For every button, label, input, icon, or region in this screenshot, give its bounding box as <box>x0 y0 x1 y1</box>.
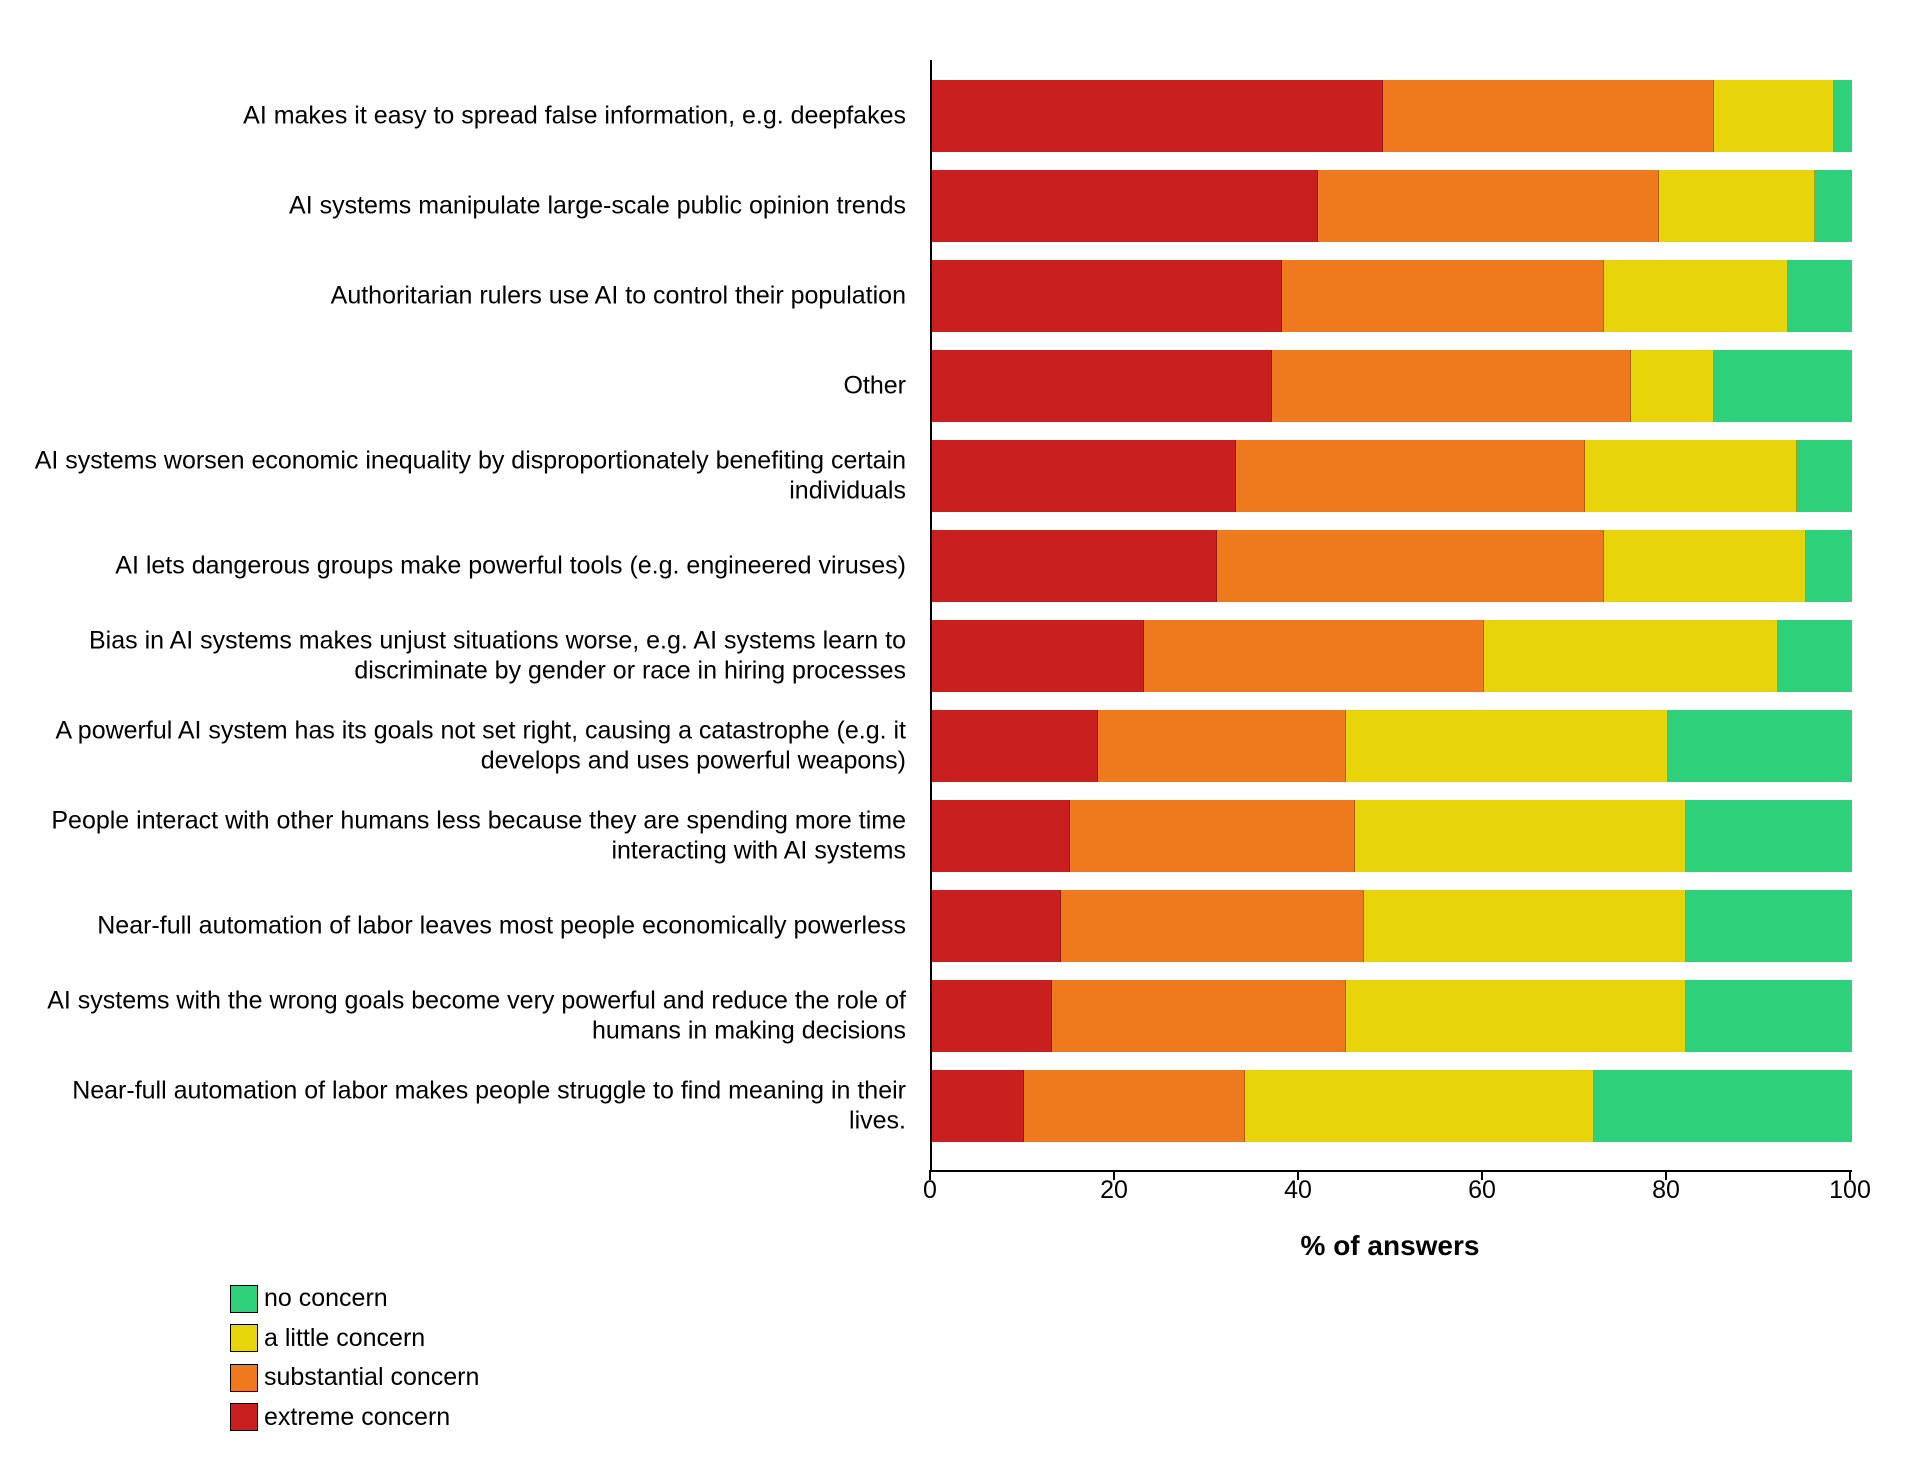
bar-row <box>932 260 1852 332</box>
bar-segment-no <box>1834 80 1852 152</box>
bar-segment-no <box>1668 710 1852 782</box>
x-tick-label: 0 <box>923 1176 937 1205</box>
category-label: Other <box>26 371 906 401</box>
bar-row <box>932 170 1852 242</box>
bar-segment-extreme <box>932 440 1236 512</box>
x-tick-label: 20 <box>1100 1176 1128 1205</box>
bar-segment-no <box>1797 440 1852 512</box>
bar-row <box>932 710 1852 782</box>
x-tick-label: 40 <box>1284 1176 1312 1205</box>
bar-segment-substantial <box>1282 260 1604 332</box>
bar-segment-a_little <box>1659 170 1815 242</box>
category-label: Near-full automation of labor makes peop… <box>26 1077 906 1136</box>
category-label: People interact with other humans less b… <box>26 807 906 866</box>
category-label: AI makes it easy to spread false informa… <box>26 101 906 131</box>
bar-row <box>932 1070 1852 1142</box>
bar-segment-extreme <box>932 80 1383 152</box>
plot-area <box>930 60 1852 1172</box>
bar-segment-substantial <box>1383 80 1714 152</box>
bar-segment-substantial <box>1052 980 1346 1052</box>
bar-segment-extreme <box>932 800 1070 872</box>
x-tick-label: 80 <box>1652 1176 1680 1205</box>
bar-row <box>932 890 1852 962</box>
bar-row <box>932 620 1852 692</box>
bar-row <box>932 530 1852 602</box>
bar-segment-a_little <box>1355 800 1686 872</box>
legend-item-extreme: extreme concern <box>230 1399 479 1437</box>
bar-row <box>932 980 1852 1052</box>
legend: no concerna little concernsubstantial co… <box>230 1280 479 1438</box>
bar-row <box>932 440 1852 512</box>
bar-segment-a_little <box>1604 530 1806 602</box>
bar-segment-substantial <box>1272 350 1631 422</box>
bar-segment-no <box>1806 530 1852 602</box>
bar-segment-a_little <box>1604 260 1788 332</box>
category-label: Near-full automation of labor leaves mos… <box>26 911 906 941</box>
category-label: Bias in AI systems makes unjust situatio… <box>26 627 906 686</box>
bar-segment-extreme <box>932 980 1052 1052</box>
legend-swatch-no <box>230 1285 258 1313</box>
legend-swatch-a_little <box>230 1324 258 1352</box>
x-tick-label: 100 <box>1829 1176 1871 1205</box>
legend-item-a_little: a little concern <box>230 1320 479 1358</box>
bar-segment-a_little <box>1245 1070 1595 1142</box>
bar-segment-substantial <box>1144 620 1484 692</box>
legend-item-substantial: substantial concern <box>230 1359 479 1397</box>
bar-segment-no <box>1815 170 1852 242</box>
legend-label: extreme concern <box>264 1399 450 1437</box>
bar-segment-substantial <box>1070 800 1355 872</box>
bar-segment-substantial <box>1318 170 1658 242</box>
bar-segment-extreme <box>932 710 1098 782</box>
legend-swatch-substantial <box>230 1364 258 1392</box>
bar-row <box>932 80 1852 152</box>
bar-segment-extreme <box>932 530 1217 602</box>
legend-label: substantial concern <box>264 1359 479 1397</box>
category-label: Authoritarian rulers use AI to control t… <box>26 281 906 311</box>
bar-segment-substantial <box>1217 530 1603 602</box>
legend-item-no: no concern <box>230 1280 479 1318</box>
x-axis-label: % of answers <box>930 1230 1850 1262</box>
bar-segment-no <box>1686 890 1852 962</box>
bar-segment-substantial <box>1236 440 1586 512</box>
bar-segment-extreme <box>932 1070 1024 1142</box>
bar-segment-no <box>1778 620 1852 692</box>
category-label: AI lets dangerous groups make powerful t… <box>26 551 906 581</box>
bar-segment-a_little <box>1346 980 1686 1052</box>
bar-row <box>932 350 1852 422</box>
bar-segment-a_little <box>1484 620 1778 692</box>
stacked-bar-chart: AI makes it easy to spread false informa… <box>0 0 1920 1460</box>
bar-segment-extreme <box>932 350 1272 422</box>
legend-label: no concern <box>264 1280 388 1318</box>
legend-label: a little concern <box>264 1320 425 1358</box>
bar-segment-no <box>1714 350 1852 422</box>
bar-segment-no <box>1788 260 1852 332</box>
bar-segment-extreme <box>932 260 1282 332</box>
bar-segment-extreme <box>932 620 1144 692</box>
bar-segment-a_little <box>1714 80 1834 152</box>
bar-segment-substantial <box>1061 890 1365 962</box>
bar-segment-no <box>1594 1070 1852 1142</box>
legend-swatch-extreme <box>230 1403 258 1431</box>
bar-row <box>932 800 1852 872</box>
bar-segment-a_little <box>1585 440 1797 512</box>
bar-segment-no <box>1686 800 1852 872</box>
bar-segment-a_little <box>1631 350 1714 422</box>
category-label: A powerful AI system has its goals not s… <box>26 717 906 776</box>
bar-segment-extreme <box>932 170 1318 242</box>
bar-segment-substantial <box>1024 1070 1245 1142</box>
bar-segment-substantial <box>1098 710 1346 782</box>
bar-segment-a_little <box>1346 710 1668 782</box>
category-label: AI systems manipulate large-scale public… <box>26 191 906 221</box>
bar-segment-no <box>1686 980 1852 1052</box>
category-label: AI systems worsen economic inequality by… <box>26 447 906 506</box>
x-tick-label: 60 <box>1468 1176 1496 1205</box>
bar-segment-extreme <box>932 890 1061 962</box>
category-label: AI systems with the wrong goals become v… <box>26 987 906 1046</box>
bar-segment-a_little <box>1364 890 1686 962</box>
